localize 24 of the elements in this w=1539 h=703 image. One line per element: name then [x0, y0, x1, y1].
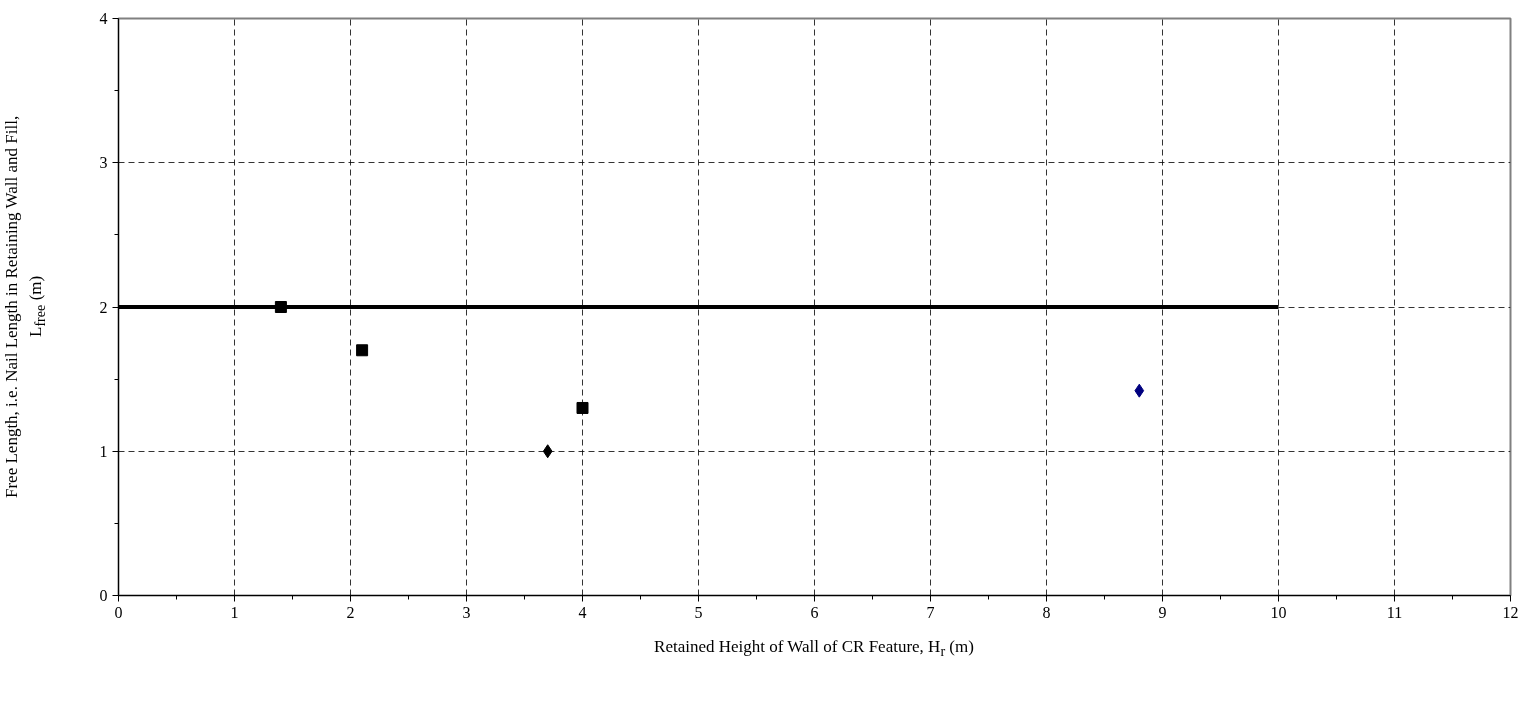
- x-tick-label: 12: [1502, 603, 1519, 621]
- point: [1134, 383, 1145, 398]
- x-tick-label: 9: [1158, 603, 1167, 621]
- x-tick-label: 5: [694, 603, 703, 621]
- x-tick-label: 11: [1386, 603, 1403, 621]
- x-tick-label: 10: [1270, 603, 1287, 621]
- x-tick-label: 6: [810, 603, 819, 621]
- point: [576, 401, 589, 414]
- x-tick-label: 2: [346, 603, 355, 621]
- y-tick-label: 3: [99, 154, 108, 172]
- y-tick-label: 0: [99, 587, 108, 604]
- x-tick-label: 7: [926, 603, 935, 621]
- y-tick-label: 4: [99, 10, 108, 27]
- x-tick-label: 1: [230, 603, 239, 621]
- point: [274, 301, 287, 313]
- point: [356, 344, 369, 357]
- x-tick-label: 0: [114, 603, 123, 621]
- x-tick-label: 8: [1042, 603, 1051, 621]
- x-axis-title: Retained Height of Wall of CR Feature, H$_{r}$ (m): [654, 636, 974, 662]
- point: [542, 444, 553, 459]
- y-tick-label: 2: [99, 298, 108, 316]
- x-tick-label: 3: [462, 603, 471, 621]
- y-tick-label: 1: [99, 442, 108, 460]
- x-tick-label: 4: [578, 603, 587, 621]
